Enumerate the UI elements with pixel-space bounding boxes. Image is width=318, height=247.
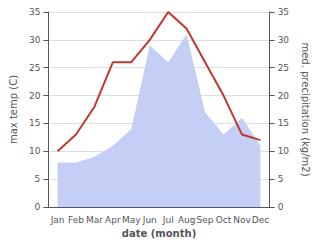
svg-text:Feb: Feb <box>68 215 84 225</box>
svg-text:20: 20 <box>278 91 290 101</box>
svg-text:25: 25 <box>29 63 40 73</box>
svg-text:0: 0 <box>278 202 284 212</box>
svg-text:Jul: Jul <box>162 215 174 225</box>
svg-text:5: 5 <box>278 174 284 184</box>
svg-text:Jan: Jan <box>50 215 65 225</box>
svg-text:med. precipitation (kg/m2): med. precipitation (kg/m2) <box>300 42 311 176</box>
svg-text:max temp (C): max temp (C) <box>8 75 19 144</box>
svg-text:30: 30 <box>278 35 290 45</box>
svg-text:Apr: Apr <box>105 215 121 225</box>
svg-text:10: 10 <box>29 146 41 156</box>
svg-text:35: 35 <box>278 7 289 17</box>
svg-text:Dec: Dec <box>252 215 269 225</box>
svg-text:May: May <box>122 215 141 225</box>
svg-text:Mar: Mar <box>86 215 103 225</box>
svg-text:0: 0 <box>35 202 41 212</box>
svg-text:35: 35 <box>29 7 40 17</box>
svg-text:Oct: Oct <box>216 215 232 225</box>
svg-text:30: 30 <box>29 35 41 45</box>
svg-text:5: 5 <box>35 174 41 184</box>
svg-text:Aug: Aug <box>178 215 196 225</box>
svg-text:Sep: Sep <box>197 215 214 225</box>
svg-text:20: 20 <box>29 91 41 101</box>
svg-text:15: 15 <box>278 118 289 128</box>
svg-text:15: 15 <box>29 118 40 128</box>
svg-text:date (month): date (month) <box>122 228 196 239</box>
svg-text:10: 10 <box>278 146 290 156</box>
svg-text:Jun: Jun <box>142 215 157 225</box>
svg-text:Nov: Nov <box>233 215 251 225</box>
svg-text:25: 25 <box>278 63 289 73</box>
